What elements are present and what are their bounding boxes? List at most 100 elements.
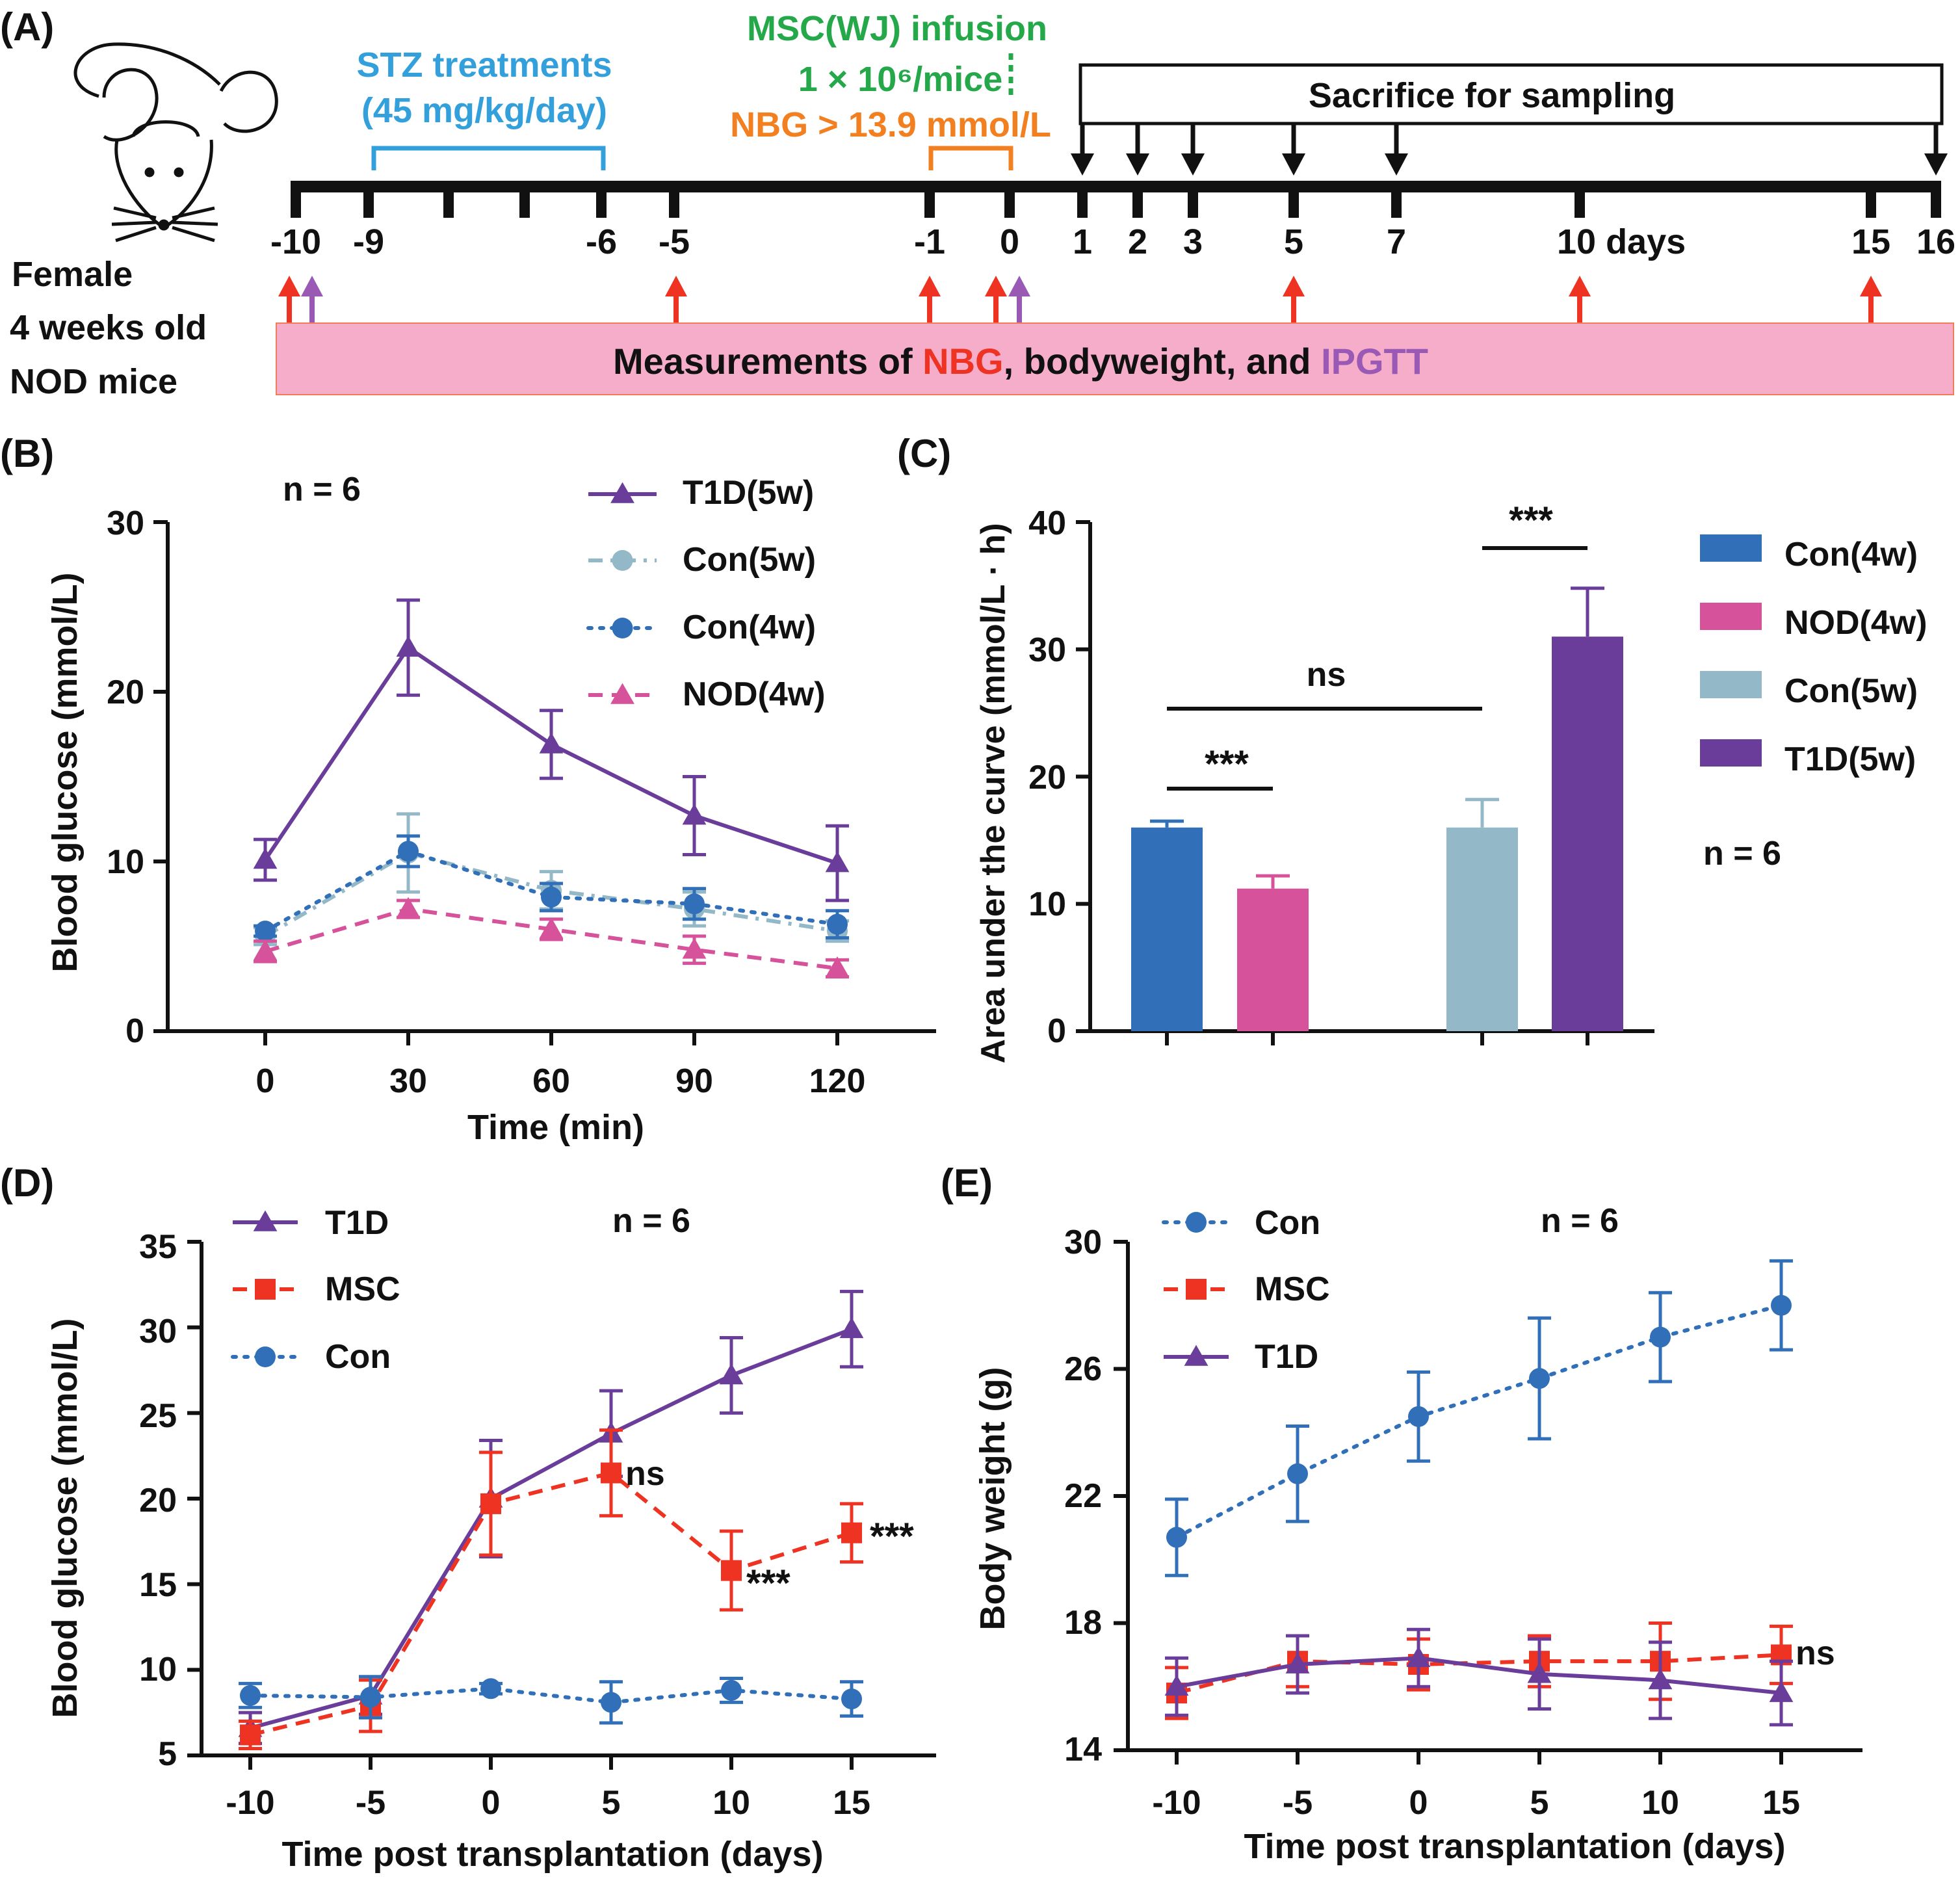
day-label: -5	[659, 222, 690, 261]
panel-e-y-label: Body weight (g)	[973, 1367, 1012, 1631]
panel-b-y-tick-labels: 0 10 20 30	[107, 505, 144, 1050]
x-tick-label: 10	[1641, 1784, 1679, 1822]
legend-swatch	[1700, 671, 1762, 698]
y-tick-label: 30	[1028, 631, 1066, 669]
mouse-text-line2: 4 weeks old	[10, 308, 207, 347]
bar	[1237, 888, 1309, 1031]
nbg-arrow-head	[278, 276, 300, 296]
y-tick-label: 5	[158, 1735, 177, 1773]
series-line	[264, 850, 838, 938]
x-tick-label: 0	[1409, 1784, 1428, 1822]
nbg-threshold: NBG > 13.9 mmol/L	[730, 105, 1051, 144]
data-point	[396, 635, 421, 657]
panel-c-y-label: Area under the curve (mmol/L · h)	[974, 523, 1012, 1063]
stz-title: STZ treatments	[356, 46, 612, 85]
y-tick-label: 26	[1064, 1350, 1102, 1388]
panel-e-x-tick-labels: -10 -5 0 5 10 15	[1152, 1784, 1800, 1822]
legend-marker	[612, 618, 633, 638]
x-tick-label: 0	[256, 1062, 275, 1100]
y-tick-label: 20	[139, 1482, 177, 1519]
legend-c-label: NOD(4w)	[1784, 604, 1927, 642]
data-point	[253, 847, 278, 869]
legend-d-label: Con	[325, 1338, 391, 1376]
legend-marker	[1184, 1345, 1209, 1366]
bar	[1552, 637, 1623, 1031]
x-tick-label: 5	[602, 1784, 621, 1822]
panel-e-x-label: Time post transplantation (days)	[1244, 1827, 1785, 1866]
sig-ns-c: ns	[1307, 656, 1346, 694]
ipgtt-arrow-head	[1008, 276, 1030, 296]
y-tick-label: 10	[1028, 886, 1066, 923]
panel-c-legend: Con(4w) NOD(4w) Con(5w) T1D(5w)	[1700, 534, 1927, 778]
panel-d-label: (D)	[0, 1161, 54, 1205]
panel-a: (A) Female 4 weeks old NOD mice STZ trea…	[0, 5, 1955, 401]
data-point	[541, 886, 562, 908]
panel-b-n-label: n = 6	[283, 471, 361, 508]
legend-swatch	[1700, 603, 1762, 630]
y-tick-label: 10	[139, 1651, 177, 1688]
data-point	[253, 939, 278, 961]
data-point	[601, 1692, 621, 1713]
y-tick-label: 22	[1064, 1477, 1102, 1515]
sacrifice-arrows	[1071, 124, 1948, 176]
data-point	[1527, 1662, 1552, 1683]
ipgtt-arrow-head	[301, 276, 323, 296]
x-tick-label: -10	[1152, 1784, 1201, 1822]
data-point	[396, 897, 421, 918]
x-tick-label: 30	[389, 1062, 427, 1100]
x-tick-label: 0	[482, 1784, 501, 1822]
y-tick-label: 15	[139, 1566, 177, 1604]
data-point	[255, 921, 276, 942]
legend-b-label: NOD(4w)	[683, 676, 826, 713]
sacrifice-arrow-head	[1126, 153, 1149, 176]
data-point	[1164, 1674, 1189, 1696]
y-tick-label: 30	[139, 1313, 177, 1350]
series-line	[250, 1471, 852, 1737]
data-point	[839, 1317, 864, 1339]
x-tick-label: 120	[809, 1062, 866, 1100]
nbg-arrow-head	[919, 276, 941, 296]
mouse-text-line1: Female	[12, 255, 133, 294]
data-point	[539, 917, 564, 939]
legend-marker	[610, 683, 634, 704]
y-tick-label: 35	[139, 1228, 177, 1266]
panel-d-plot	[238, 1289, 864, 1750]
data-point	[682, 804, 707, 825]
panel-e-n-label: n = 6	[1541, 1202, 1619, 1240]
timeline-ticks	[291, 181, 1941, 218]
stz-dose: (45 mg/kg/day)	[361, 91, 607, 130]
data-point	[601, 1462, 621, 1484]
panel-b-label: (B)	[0, 432, 54, 475]
panel-d-y-tick-labels: 5 10 15 20 25 30 35	[139, 1228, 177, 1773]
mouse-illustration	[73, 42, 278, 243]
data-point	[480, 1678, 501, 1700]
sacrifice-arrow-head	[1385, 153, 1408, 176]
data-point	[841, 1522, 862, 1543]
sacrifice-arrow-head	[1282, 153, 1305, 176]
x-tick-label: 90	[675, 1062, 713, 1100]
sacrifice-arrow-head	[1071, 153, 1094, 176]
day-label: -6	[586, 222, 617, 261]
data-point	[825, 851, 850, 873]
series-line	[1176, 1656, 1782, 1696]
sig-stars-d-day15: ***	[870, 1516, 914, 1558]
sig-ns-d: ns	[625, 1455, 665, 1493]
day-label: 1	[1073, 222, 1092, 261]
panel-e: (E) n = 6 Body weight (g) Time post tran…	[941, 1161, 1862, 1866]
legend-marker	[1186, 1212, 1207, 1233]
x-tick-label: 5	[1530, 1784, 1549, 1822]
sig-ns-e: ns	[1796, 1634, 1835, 1672]
data-point	[539, 732, 564, 754]
stz-bracket	[371, 146, 606, 170]
legend-marker	[610, 482, 634, 503]
measurement-band	[276, 322, 1954, 395]
legend-b-label: Con(5w)	[683, 541, 816, 579]
panel-c: (C) Area under the curve (mmol/L · h) 0 …	[897, 432, 1927, 1064]
x-tick-label: -5	[356, 1784, 385, 1822]
legend-b-label: T1D(5w)	[683, 474, 814, 512]
day-label: -10	[270, 222, 321, 261]
panel-d-x-label: Time post transplantation (days)	[281, 1835, 823, 1874]
band-text-part1: Measurements of	[613, 341, 922, 382]
panel-e-y-tick-labels: 14 18 22 26 30	[1064, 1224, 1102, 1768]
x-tick-label: 10	[712, 1784, 750, 1822]
